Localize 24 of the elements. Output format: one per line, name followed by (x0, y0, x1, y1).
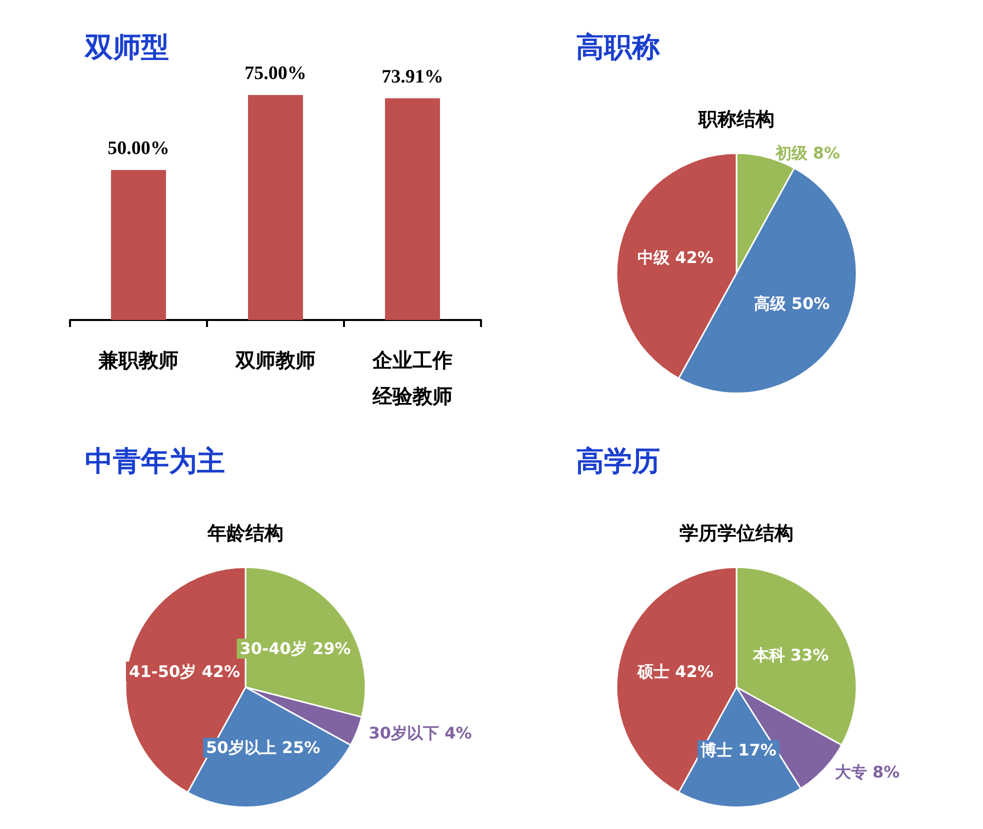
data-label: 73.91% (382, 66, 444, 88)
chart-title: 高学历 (576, 444, 660, 478)
chart-subtitle: 学历学位结构 (680, 522, 794, 544)
x-tick-label: 兼职教师 (98, 348, 178, 372)
chart-subtitle: 年龄结构 (206, 522, 284, 544)
slice-label: 硕士 42% (636, 662, 714, 682)
slice-label: 博士 17% (700, 740, 776, 760)
data-label: 50.00% (108, 138, 170, 159)
slice-label: 中级 42% (638, 248, 714, 268)
chart-title: 高职称 (576, 30, 660, 64)
slice-label: 41-50岁 42% (128, 662, 240, 682)
slice-label: 30-40岁 29% (240, 639, 351, 658)
slice-label: 30岁以下 4% (368, 723, 472, 742)
slice-label: 大专 8% (834, 762, 900, 782)
slice-label: 50岁以上 25% (206, 738, 320, 758)
x-tick-label: 企业工作经验教师 (372, 348, 452, 408)
chart-title: 中青年为主 (85, 444, 225, 478)
chart-subtitle: 职称结构 (698, 108, 774, 130)
x-tick-label: 双师教师 (234, 348, 316, 372)
data-label: 75.00% (244, 63, 306, 84)
chart-title: 双师型 (84, 30, 169, 64)
slice-label: 初级 8% (774, 144, 840, 163)
slice-label: 本科 33% (752, 646, 829, 665)
slice-label: 高级 50% (754, 294, 830, 314)
